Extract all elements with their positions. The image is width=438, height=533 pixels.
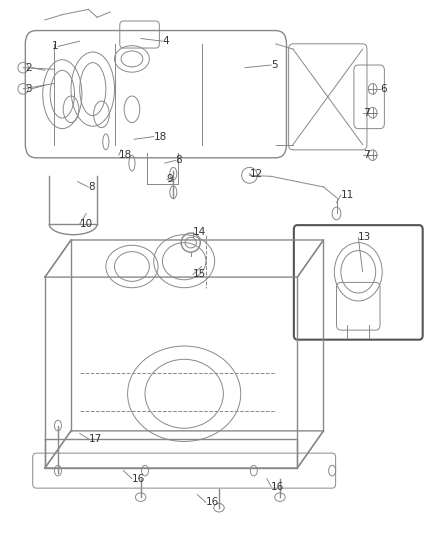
- Text: 9: 9: [167, 174, 173, 184]
- Text: 1: 1: [51, 42, 58, 52]
- Text: 12: 12: [250, 169, 263, 179]
- Text: 11: 11: [341, 190, 354, 200]
- Text: 10: 10: [80, 219, 93, 229]
- Text: 6: 6: [380, 84, 387, 94]
- Text: 17: 17: [88, 434, 102, 444]
- Text: 16: 16: [271, 481, 284, 491]
- Text: 8: 8: [88, 182, 95, 192]
- Text: 18: 18: [119, 150, 132, 160]
- Text: 16: 16: [206, 497, 219, 507]
- Text: 7: 7: [363, 108, 369, 118]
- Text: 7: 7: [363, 150, 369, 160]
- Text: 3: 3: [25, 84, 32, 94]
- Text: 4: 4: [162, 36, 169, 46]
- Text: 5: 5: [271, 60, 278, 70]
- Text: 16: 16: [132, 474, 145, 483]
- Text: 8: 8: [176, 156, 182, 165]
- Text: 15: 15: [193, 270, 206, 279]
- Text: 13: 13: [358, 232, 371, 243]
- Text: 2: 2: [25, 63, 32, 72]
- Text: 14: 14: [193, 227, 206, 237]
- Text: 18: 18: [154, 132, 167, 142]
